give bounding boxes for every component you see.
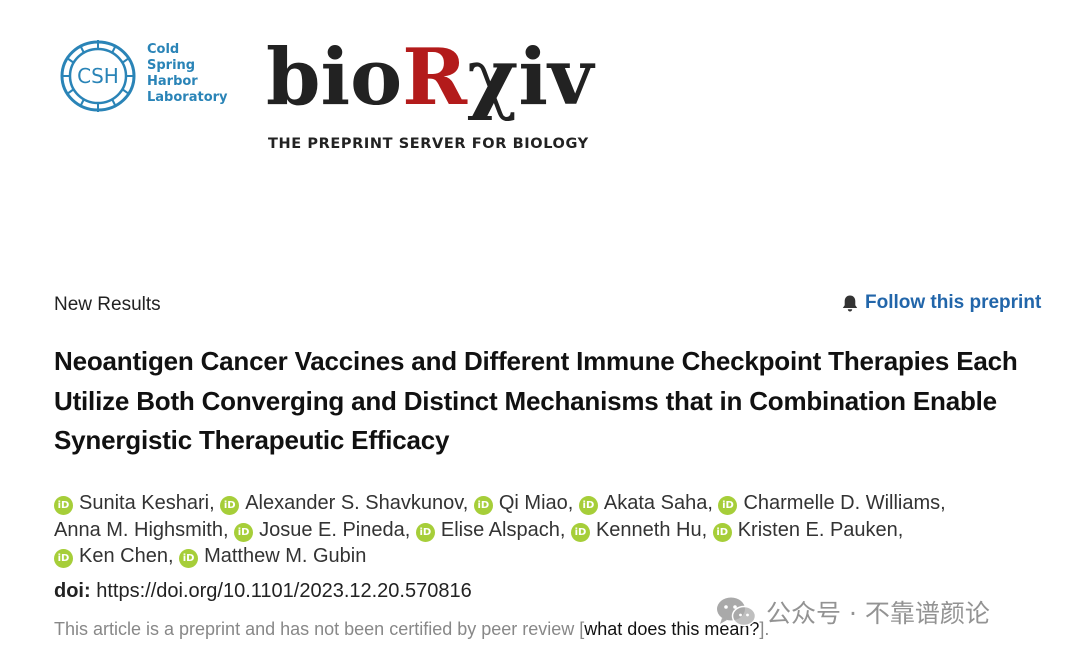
biorxiv-tagline: THE PREPRINT SERVER FOR BIOLOGY [268, 136, 589, 152]
bell-icon [842, 295, 858, 311]
csh-line-3: Harbor [147, 74, 198, 89]
csh-line-2: Spring [147, 58, 196, 73]
csh-helix-icon: CSH [60, 40, 136, 112]
orcid-icon[interactable]: iD [179, 549, 199, 568]
biorxiv-wordmark-chi: χ [467, 32, 518, 121]
svg-text:bioRχiv: bioRχiv [266, 32, 596, 121]
orcid-icon[interactable]: iD [54, 496, 73, 515]
doi-line: doi: https://doi.org/10.1101/2023.12.20.… [54, 580, 472, 603]
orcid-icon[interactable]: iD [54, 549, 73, 568]
author-name[interactable]: Charmelle D. Williams, [743, 492, 946, 514]
csh-logo-text: Cold Spring Harbor Laboratory [147, 42, 228, 106]
author-item[interactable]: iD Kristen E. Pauken, [712, 518, 904, 542]
author-item[interactable]: Anna M. Highsmith, [54, 519, 229, 541]
author-item[interactable]: iD Matthew M. Gubin [179, 545, 367, 568]
follow-preprint-label: Follow this preprint [865, 292, 1042, 313]
author-item[interactable]: iD Alexander S. Shavkunov, [220, 492, 469, 515]
author-name[interactable]: Kenneth Hu, [595, 518, 708, 541]
author-name[interactable]: Ken Chen, [79, 545, 174, 567]
what-does-this-mean-link[interactable]: what does this mean? [584, 619, 760, 639]
author-item[interactable]: iD Charmelle D. Williams, [718, 492, 946, 515]
disclaimer-text: This article is a preprint and has not b… [54, 619, 585, 639]
biorxiv-wordmark-iv: iv [518, 32, 596, 121]
author-name[interactable]: Kristen E. Pauken, [737, 518, 904, 541]
author-name[interactable]: Matthew M. Gubin [204, 545, 367, 567]
author-item[interactable]: iD Josue E. Pineda, [234, 518, 411, 542]
disclaimer-suffix: ]. [759, 619, 770, 639]
csh-line-4: Laboratory [147, 90, 228, 105]
orcid-icon[interactable]: iD [578, 496, 598, 515]
csh-line-1: Cold [147, 42, 180, 57]
author-name[interactable]: Qi Miao, [498, 492, 574, 514]
author-name[interactable]: Sunita Keshari, [79, 492, 215, 514]
author-item[interactable]: iD Kenneth Hu, [570, 518, 708, 542]
author-name[interactable]: Anna M. Highsmith, [54, 518, 229, 541]
author-name[interactable]: Akata Saha, [603, 492, 713, 514]
wechat-icon [717, 597, 756, 627]
orcid-icon[interactable]: iD [220, 496, 240, 515]
orcid-icon[interactable]: iD [712, 522, 732, 542]
doi-link[interactable]: https://doi.org/10.1101/2023.12.20.57081… [96, 580, 472, 602]
preprint-disclaimer: This article is a preprint and has not b… [54, 619, 769, 640]
follow-preprint-button[interactable]: Follow this preprint [841, 292, 1041, 314]
orcid-icon[interactable]: iD [415, 522, 435, 542]
biorxiv-wordmark-r: R [402, 32, 468, 121]
author-name[interactable]: Elise Alspach, [440, 518, 566, 541]
orcid-icon[interactable]: iD [234, 522, 254, 542]
biorxiv-logo[interactable]: bioRχiv [266, 26, 596, 121]
orcid-icon[interactable]: iD [570, 522, 590, 542]
doi-label: doi: [54, 580, 91, 602]
watermark-text: 公众号 · 不靠谱颜论 [766, 599, 990, 628]
biorxiv-wordmark-bio: bio [266, 32, 402, 121]
orcid-icon[interactable]: iD [473, 496, 493, 515]
orcid-icon[interactable]: iD [718, 496, 738, 515]
watermark: 公众号 · 不靠谱颜论 [716, 594, 990, 630]
author-item[interactable]: iD Sunita Keshari, [54, 492, 215, 515]
article-section-label: New Results [54, 294, 161, 315]
author-list: iD Sunita Keshari, iD Alexander S. Shavkun… [54, 490, 1064, 570]
author-name[interactable]: Alexander S. Shavkunov, [245, 492, 469, 514]
author-name[interactable]: Josue E. Pineda, [259, 518, 411, 541]
author-item[interactable]: iD Ken Chen, [54, 545, 174, 568]
csh-logo[interactable]: CSH [56, 34, 226, 118]
csh-badge: CSH [77, 64, 119, 88]
author-item[interactable]: iD Elise Alspach, [415, 518, 566, 542]
author-item[interactable]: iD Qi Miao, [473, 492, 574, 515]
author-item[interactable]: iD Akata Saha, [578, 492, 713, 515]
paper-title: Neoantigen Cancer Vaccines and Different… [54, 346, 1018, 455]
